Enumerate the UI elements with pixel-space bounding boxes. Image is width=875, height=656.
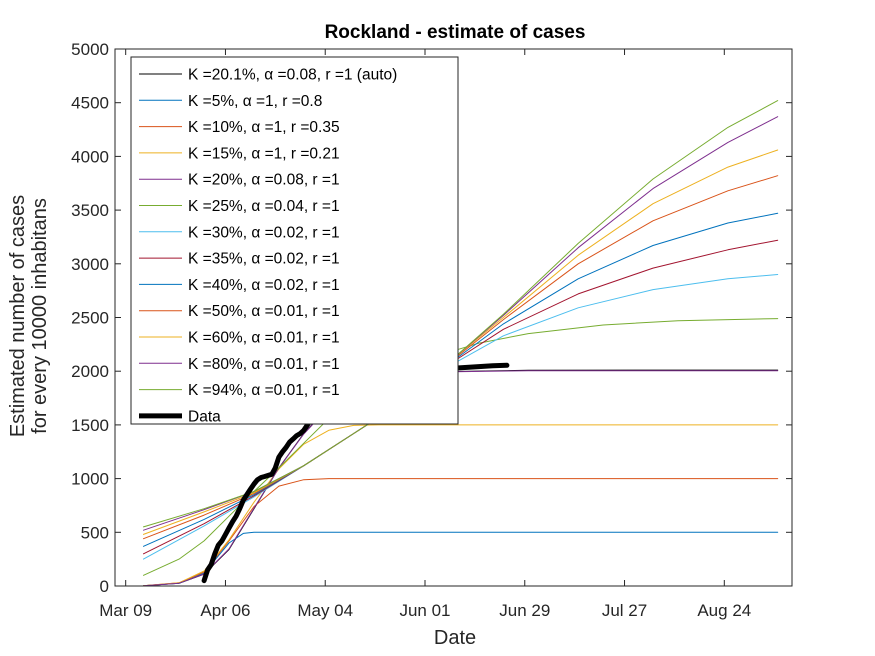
x-tick-label: Jun 29 (499, 601, 550, 620)
legend-label-10: K =50%, α =0.01, r =1 (188, 303, 340, 320)
legend-label-7: K =30%, α =0.02, r =1 (188, 224, 340, 241)
legend-label-4: K =15%, α =1, r =0.21 (188, 145, 340, 162)
legend-label-3: K =10%, α =1, r =0.35 (188, 119, 340, 136)
y-axis: 0 500 1000 1500 2000 2500 3000 3500 4000 4500 5000 (71, 40, 792, 596)
y-tick-label: 500 (81, 523, 109, 542)
series-line-4-k-15-1-r-0-21 (143, 424, 779, 586)
y-tick-label: 2500 (71, 309, 109, 328)
legend-label-5: K =20%, α =0.08, r =1 (188, 172, 340, 189)
legend-label-11: K =60%, α =0.01, r =1 (188, 330, 340, 347)
x-tick-label: Mar 09 (99, 601, 152, 620)
x-tick-label: Aug 24 (697, 601, 751, 620)
y-tick-label: 1000 (71, 470, 109, 489)
legend-label-6: K =25%, α =0.04, r =1 (188, 198, 340, 215)
legend-label-1: K =20.1%, α =0.08, r =1 (auto) (188, 67, 397, 84)
y-tick-label: 1500 (71, 416, 109, 435)
y-tick-label: 5000 (71, 40, 109, 59)
legend-box (130, 56, 459, 425)
x-tick-label: Jun 01 (399, 601, 450, 620)
y-axis-label-line-1: Estimated number of cases (7, 195, 29, 437)
x-axis-label: Date (434, 627, 476, 649)
y-tick-label: 4000 (71, 147, 109, 166)
y-tick-label: 3000 (71, 255, 109, 274)
y-tick-label: 0 (100, 577, 109, 596)
x-tick-label: May 04 (297, 601, 353, 620)
legend: K =20.1%, α =0.08, r =1 (auto) K =5%, α =… (130, 56, 459, 425)
legend-label-2: K =5%, α =1, r =0.8 (188, 93, 322, 110)
y-tick-label: 4500 (71, 94, 109, 113)
y-tick-label: 3500 (71, 201, 109, 220)
legend-label-13: K =94%, α =0.01, r =1 (188, 382, 340, 399)
legend-label-8: K =35%, α =0.02, r =1 (188, 251, 340, 268)
y-axis-label-line-2: for every 10000 inhabitans (29, 198, 51, 434)
chart-title: Rockland - estimate of cases (325, 22, 586, 43)
legend-label-14: Data (188, 408, 221, 425)
x-tick-label: Jul 27 (602, 601, 647, 620)
y-axis-label: Estimated number of cases for every 1000… (7, 195, 51, 437)
y-tick-label: 2000 (71, 362, 109, 381)
x-axis: Mar 09 Apr 06 May 04 Jun 01 Jun 29 Jul 27 Aug … (99, 49, 751, 620)
legend-label-12: K =80%, α =0.01, r =1 (188, 356, 340, 373)
legend-label-9: K =40%, α =0.02, r =1 (188, 277, 340, 294)
x-tick-label: Apr 06 (200, 601, 250, 620)
